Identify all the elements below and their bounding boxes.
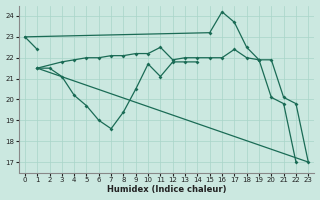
X-axis label: Humidex (Indice chaleur): Humidex (Indice chaleur)	[107, 185, 226, 194]
